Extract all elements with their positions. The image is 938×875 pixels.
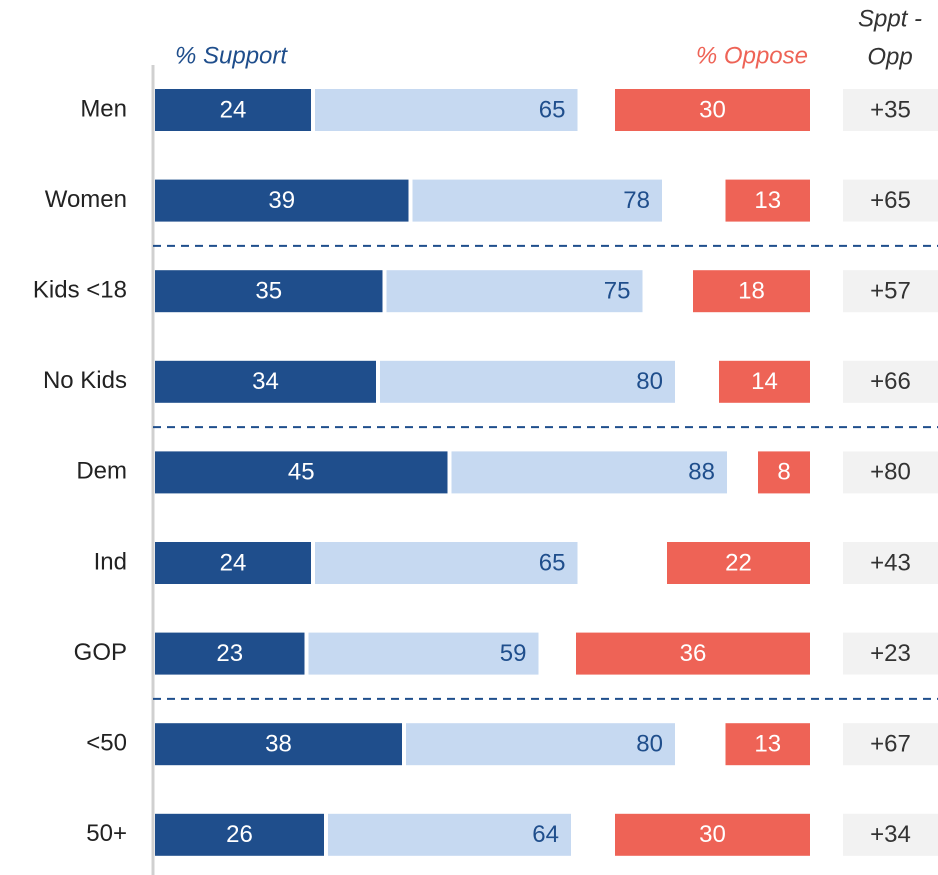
net-label: +43: [870, 549, 911, 576]
total-support-bar: [315, 89, 578, 131]
net-label: +67: [870, 731, 911, 758]
oppose-label: 13: [754, 187, 781, 214]
oppose-bar: [576, 632, 810, 675]
oppose-label: 13: [754, 731, 781, 758]
strong-label: 23: [216, 640, 243, 667]
strong-support-bar: [155, 813, 324, 856]
strong-support-bar: [155, 632, 305, 675]
net-box: [843, 723, 938, 766]
total-support-bar: [315, 542, 578, 584]
net-box: [843, 360, 938, 403]
strong-support-bar: [155, 360, 376, 403]
category-label: No Kids: [43, 367, 127, 394]
total-support-bar: [412, 179, 662, 222]
net-title: Opp: [867, 43, 912, 70]
oppose-label: 30: [699, 96, 726, 123]
strong-label: 26: [226, 821, 253, 848]
net-box: [843, 542, 938, 584]
total-support-bar: [386, 270, 643, 313]
oppose-bar: [725, 723, 810, 766]
support-label: 88: [688, 459, 715, 486]
total-support-bar: [380, 360, 675, 403]
strong-label: 45: [288, 459, 315, 486]
oppose-label: 8: [777, 459, 790, 486]
category-label: Women: [45, 186, 127, 213]
net-label: +34: [870, 821, 911, 848]
strong-support-bar: [155, 542, 311, 584]
oppose-bar: [719, 360, 810, 403]
support-label: 80: [636, 731, 663, 758]
strong-support-bar: [155, 89, 311, 131]
oppose-label: 14: [751, 368, 778, 395]
net-box: [843, 89, 938, 131]
strong-support-bar: [155, 179, 409, 222]
oppose-bar: [667, 542, 810, 584]
strong-label: 35: [255, 278, 282, 305]
oppose-bar: [725, 179, 810, 222]
category-label: Kids <18: [33, 277, 127, 304]
category-label: <50: [86, 730, 127, 757]
net-title: Sppt -: [858, 5, 922, 32]
net-box: [843, 813, 938, 856]
category-label: Men: [80, 95, 127, 122]
oppose-label: 30: [699, 821, 726, 848]
net-label: +35: [870, 96, 911, 123]
support-label: 78: [623, 187, 650, 214]
net-label: +65: [870, 187, 911, 214]
net-label: +57: [870, 278, 911, 305]
net-box: [843, 270, 938, 313]
oppose-label: 36: [680, 640, 707, 667]
oppose-bar: [615, 813, 810, 856]
oppose-label: 22: [725, 549, 752, 576]
oppose-label: 18: [738, 278, 765, 305]
strong-label: 39: [268, 187, 295, 214]
legend-oppose: % Oppose: [696, 42, 808, 69]
strong-label: 24: [220, 549, 247, 576]
total-support-bar: [451, 451, 727, 494]
net-label: +80: [870, 459, 911, 486]
total-support-bar: [328, 813, 571, 856]
support-label: 65: [539, 549, 566, 576]
net-box: [843, 632, 938, 675]
category-label: Dem: [76, 458, 127, 485]
net-box: [843, 179, 938, 222]
net-label: +23: [870, 640, 911, 667]
strong-support-bar: [155, 451, 448, 494]
total-support-bar: [308, 632, 539, 675]
net-label: +66: [870, 368, 911, 395]
support-label: 65: [539, 96, 566, 123]
strong-support-bar: [155, 270, 383, 313]
oppose-bar: [693, 270, 810, 313]
support-label: 80: [636, 368, 663, 395]
net-box: [843, 451, 938, 494]
legend-support: % Support: [175, 42, 288, 69]
strong-label: 24: [220, 96, 247, 123]
oppose-bar: [615, 89, 810, 131]
strong-label: 38: [265, 731, 292, 758]
strong-label: 34: [252, 368, 279, 395]
total-support-bar: [406, 723, 675, 766]
category-label: GOP: [74, 639, 127, 666]
strong-support-bar: [155, 723, 402, 766]
oppose-bar: [758, 451, 810, 494]
category-label: 50+: [86, 820, 127, 847]
support-label: 75: [604, 278, 631, 305]
support-label: 64: [532, 821, 559, 848]
support-label: 59: [500, 640, 527, 667]
category-label: Ind: [94, 548, 127, 575]
